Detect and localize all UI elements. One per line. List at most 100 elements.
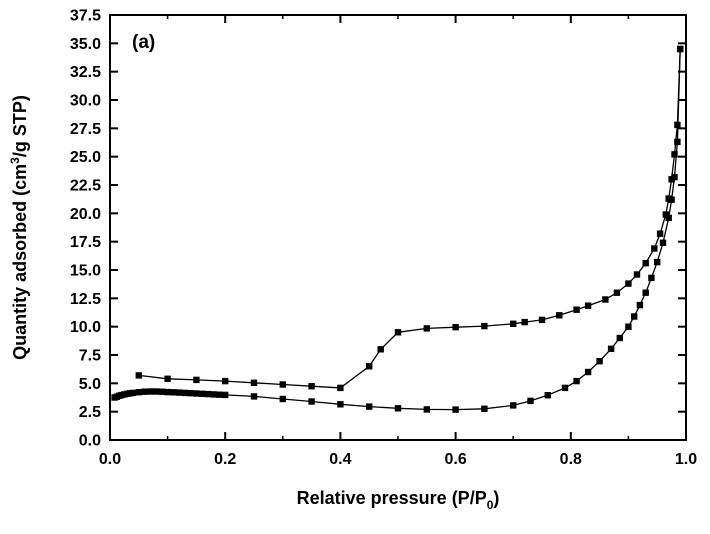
desorption-branch-marker [394,329,402,336]
adsorption-branch-marker [631,313,638,320]
adsorption-branch-marker [481,405,488,412]
panel-label: (a) [132,32,155,53]
desorption-branch-marker [665,195,672,202]
adsorption-branch-marker [222,391,229,399]
y-tick-label: 2.5 [79,404,101,421]
desorption-branch-marker [633,271,641,278]
desorption-branch-marker [651,245,658,252]
y-tick-label: 20.0 [70,206,101,223]
adsorption-branch-marker [561,384,569,392]
desorption-branch-marker [538,316,546,324]
adsorption-branch-marker [170,389,177,396]
y-tick-label: 15.0 [70,263,101,280]
desorption-branch-marker [625,280,632,287]
desorption-branch-marker [556,312,563,319]
adsorption-branch-marker [654,258,661,266]
x-axis-title: Relative pressure (P/P0) [297,488,500,512]
desorption-branch-marker [279,381,286,388]
y-tick-label: 12.5 [70,291,101,308]
y-tick-label: 27.5 [70,121,101,138]
desorption-branch-marker [222,377,229,385]
y-tick-label: 30.0 [70,93,101,110]
y-tick-label: 35.0 [70,36,101,53]
adsorption-branch-marker [452,406,459,413]
plot-frame [109,14,687,441]
adsorption-branch-marker [665,214,672,222]
desorption-branch-marker [656,230,664,237]
desorption-branch-marker [452,324,459,331]
adsorption-branch-marker [674,138,681,146]
adsorption-branch-marker [181,389,189,397]
adsorption-branch-marker [642,289,649,296]
desorption-branch-marker [602,296,609,303]
desorption-branch-marker [250,379,258,386]
desorption-branch-marker [662,211,669,218]
adsorption-branch-marker [544,392,551,399]
adsorption-branch-marker [584,368,592,376]
y-tick-label: 37.5 [70,8,101,25]
desorption-branch-marker [510,320,517,327]
adsorption-branch-marker [279,395,286,403]
adsorption-branch-marker [158,388,165,395]
adsorption-branch-marker [659,239,667,246]
adsorption-branch-marker [204,390,212,398]
y-tick-label: 7.5 [79,348,101,365]
adsorption-branch-marker [210,391,217,398]
y-tick-label: 32.5 [70,64,101,81]
y-tick-label: 10.0 [70,319,101,336]
adsorption-branch-marker [596,358,603,365]
adsorption-branch-marker [636,301,644,309]
y-axis-title: Quantity adsorbed (cm3/g STP) [8,95,30,360]
desorption-branch-marker [674,121,681,129]
desorption-branch-marker [642,260,649,267]
desorption-branch-marker [366,363,373,370]
desorption-branch-marker [671,151,678,158]
y-tick-label: 17.5 [70,234,101,251]
desorption-branch-marker [308,383,315,390]
adsorption-branch-marker [625,323,632,330]
desorption-branch-marker [135,372,142,379]
adsorption-branch-marker [510,402,517,409]
adsorption-branch-marker [527,397,534,405]
desorption-branch-line [138,48,681,389]
adsorption-branch-marker [152,388,160,395]
adsorption-branch-marker [366,403,373,410]
desorption-branch-marker [613,289,621,296]
adsorption-branch-marker [648,274,655,282]
desorption-branch-marker [521,318,528,326]
adsorption-branch-marker [187,390,194,397]
adsorption-branch-line [114,48,681,411]
y-tick-label: 22.5 [70,178,101,195]
desorption-branch-marker [337,384,344,392]
desorption-branch-marker [584,302,592,309]
x-tick-label: 0.2 [214,451,236,468]
adsorption-branch-marker [193,390,200,397]
adsorption-branch-marker [175,389,183,396]
desorption-branch-marker [193,376,200,384]
desorption-branch-marker [377,346,384,353]
x-tick-label: 0.4 [329,451,351,468]
adsorption-branch-marker [394,405,402,412]
adsorption-branch-marker [573,377,580,385]
adsorption-branch-marker [616,334,623,342]
adsorption-branch-marker [164,388,171,396]
x-tick-label: 1.0 [675,451,697,468]
adsorption-branch-marker [337,401,344,408]
adsorption-branch-marker [135,389,142,396]
y-tick-label: 0.0 [79,433,101,450]
adsorption-branch-marker [423,406,430,413]
adsorption-branch-marker [141,388,148,395]
adsorption-branch-marker [308,398,315,405]
x-tick-label: 0.6 [444,451,466,468]
y-tick-label: 25.0 [70,149,101,166]
desorption-branch-marker [423,325,430,332]
adsorption-branch-marker [199,390,206,397]
desorption-branch-marker [668,176,675,183]
adsorption-branch-marker [250,393,258,400]
adsorption-branch-marker [607,345,615,352]
desorption-branch-marker [164,375,171,382]
x-tick-label: 0.8 [560,451,582,468]
desorption-branch-marker [481,322,488,330]
